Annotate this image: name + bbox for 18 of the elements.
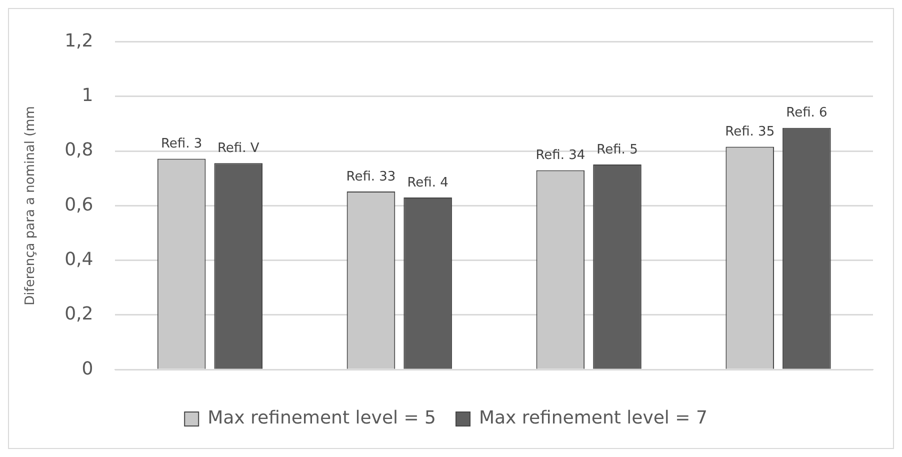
annotation: Refi. 3 (160, 136, 202, 152)
legend-label: Max refinement level = 5 (208, 408, 436, 429)
annotation: Refi. 5 (596, 142, 638, 158)
annotation: Refi. 33 (346, 169, 396, 184)
y-tick-label: 1,2 (64, 30, 94, 52)
y-tick-label: 0,2 (64, 304, 94, 325)
annotation: Refi. 35 (725, 124, 775, 140)
y-tick-label: 0 (82, 358, 94, 380)
y-tick-label: 0,8 (64, 140, 94, 161)
legend-label: Max refinement level = 7 (479, 408, 708, 429)
annotation: Refi. 34 (536, 148, 586, 164)
y-tick-label: 1 (82, 85, 94, 106)
y-axis-title: Diferença para a nominal (mm (23, 106, 38, 306)
annotation: Refi. 4 (407, 175, 448, 190)
annotation: Refi. V (217, 140, 260, 156)
y-tick-label: 0,4 (64, 249, 94, 270)
annotation: Refi. 6 (786, 106, 828, 121)
y-tick-label: 0,6 (64, 194, 94, 216)
